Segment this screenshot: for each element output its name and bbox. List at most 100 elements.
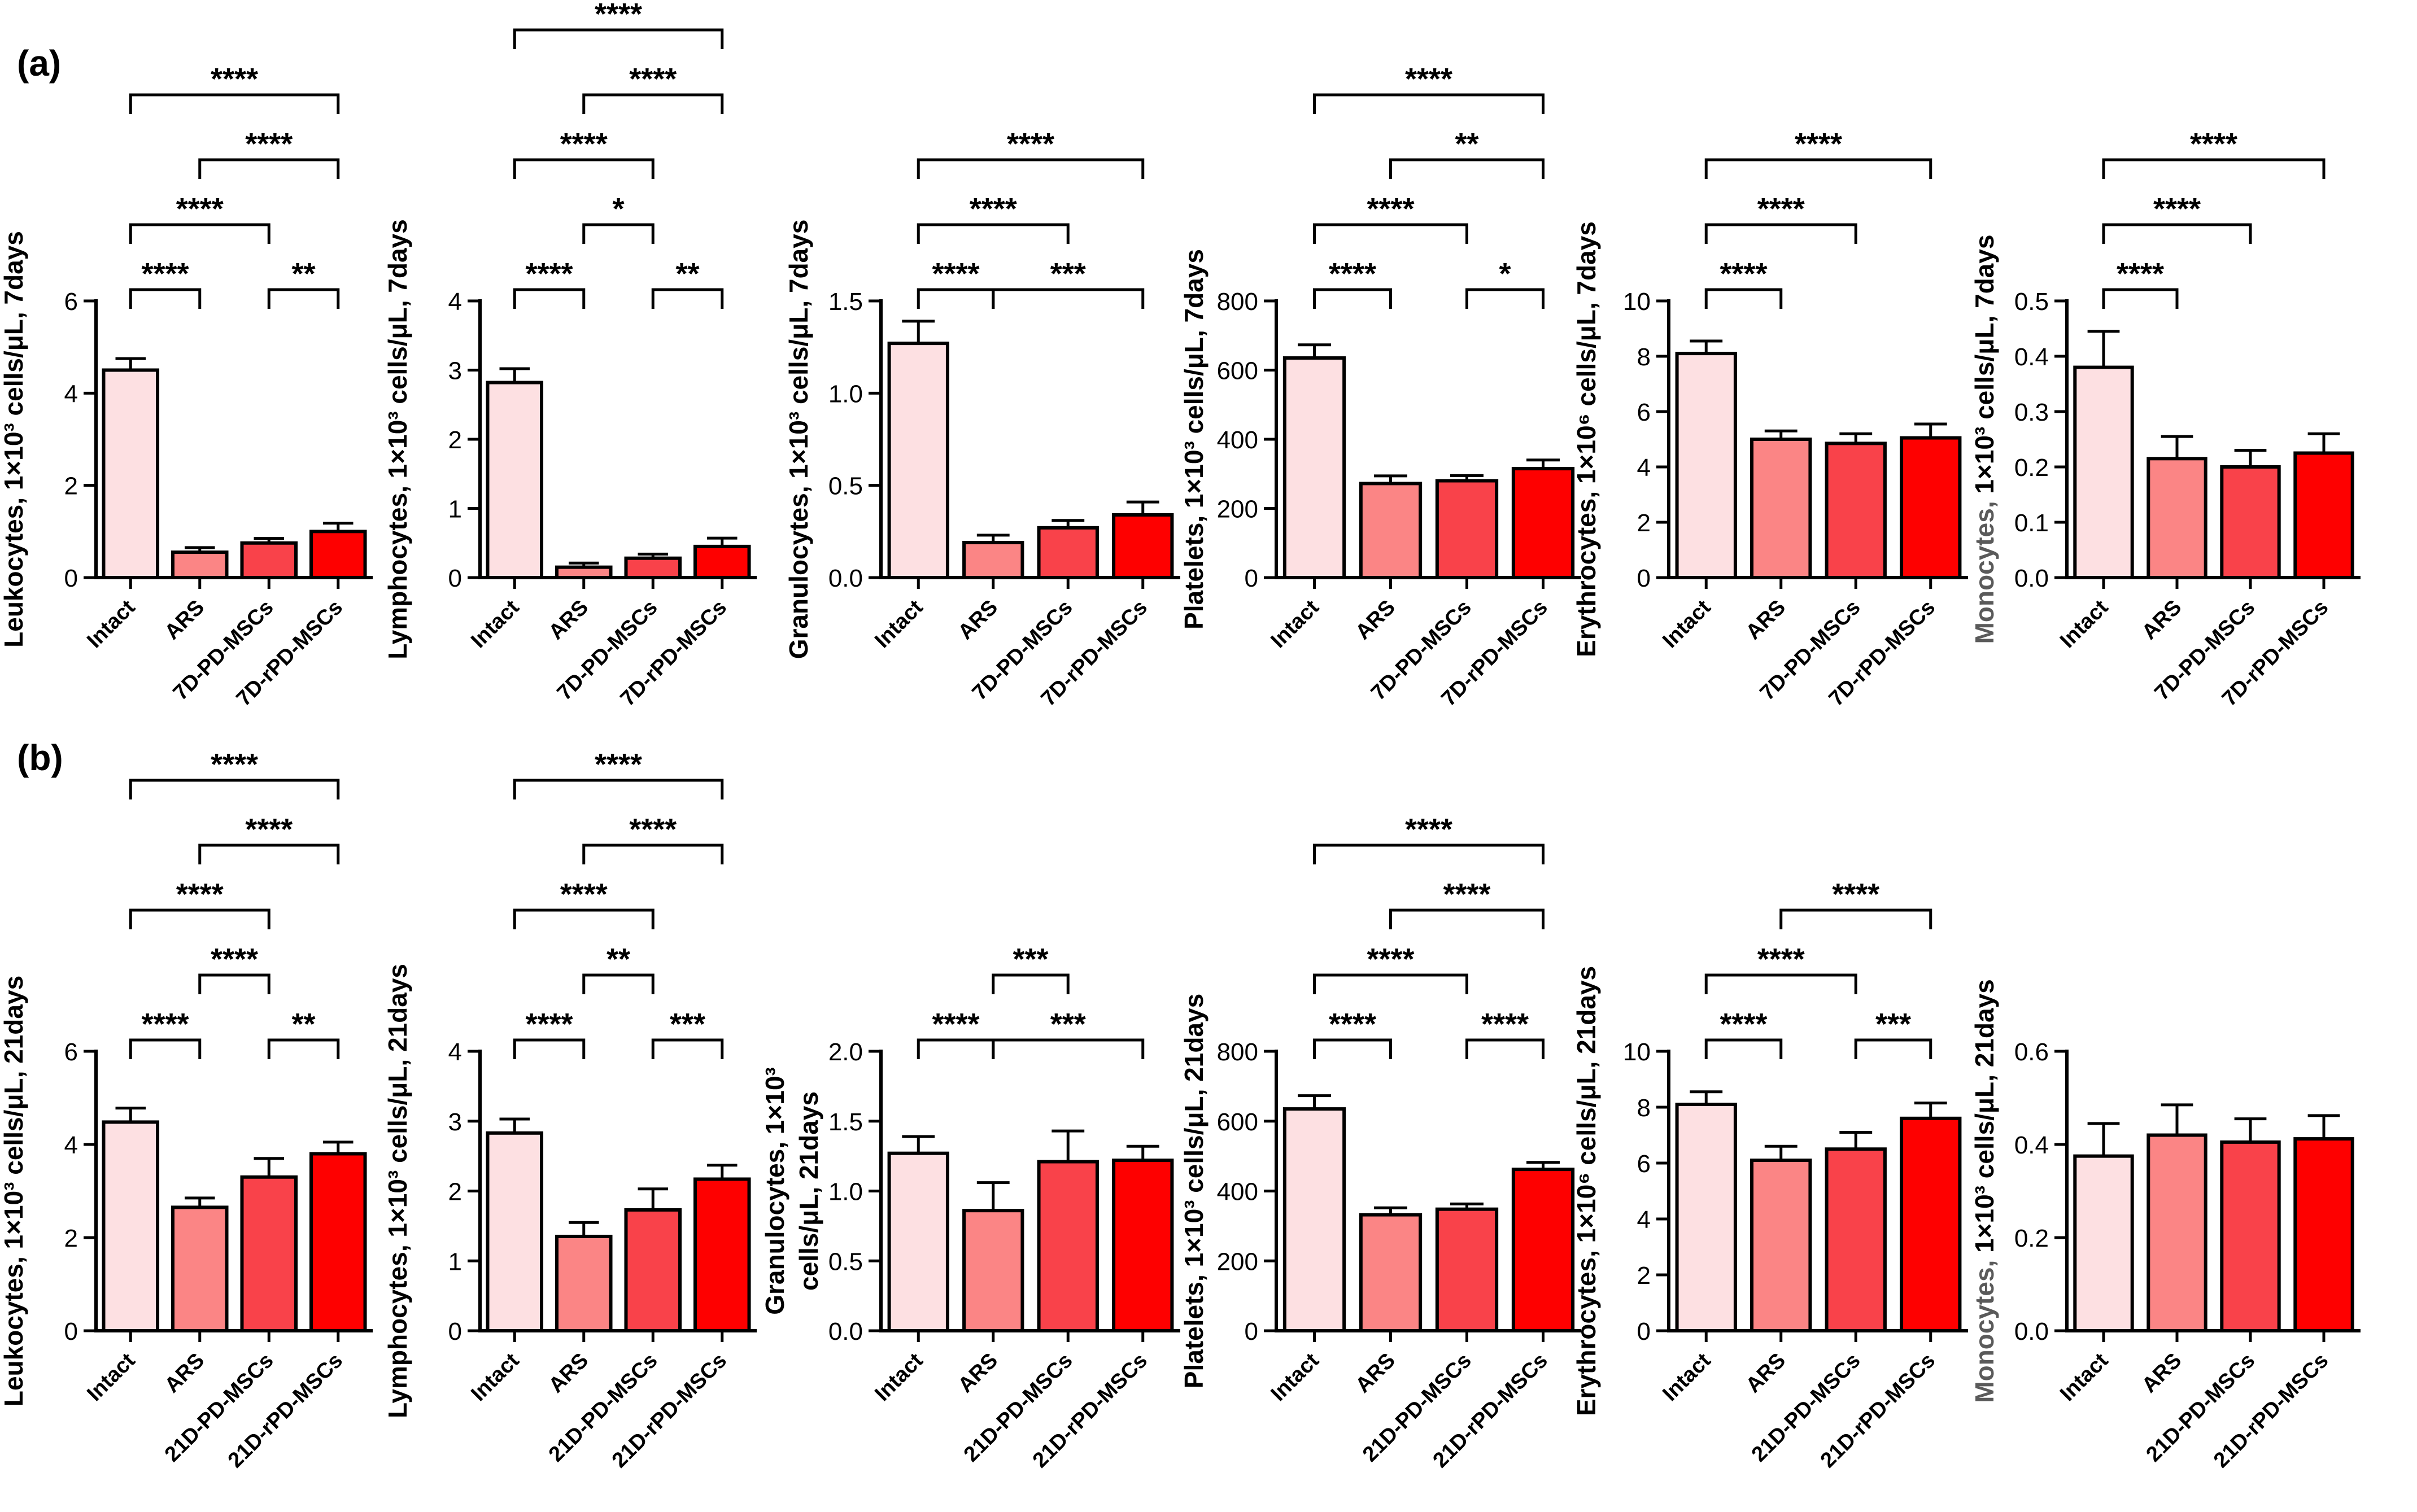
bar-a6-3: [2293, 451, 2354, 579]
sig-label-a2-5: ****: [595, 0, 642, 31]
y-tick-label-b4-3: 600: [1217, 1108, 1258, 1136]
panel-b-label: (b): [17, 737, 63, 778]
sig-label-a1-0: ****: [141, 257, 189, 291]
sig-bracket-a3-3: [917, 158, 1145, 179]
sig-bracket-b5-0: [1704, 1038, 1783, 1059]
sig-label-a1-2: ****: [176, 192, 224, 226]
sig-label-b3-0: ****: [932, 1007, 979, 1041]
bar-b5-0: [1675, 1103, 1737, 1333]
bar-b6-3: [2293, 1137, 2354, 1332]
y-tick-label-b6-0: 0.0: [2014, 1318, 2049, 1345]
y-tick-label-b5-2: 4: [1637, 1206, 1651, 1234]
bar-a1-2: [240, 541, 298, 579]
sig-label-a3-0: ****: [932, 257, 979, 291]
y-tick-label-b4-2: 400: [1217, 1178, 1258, 1206]
bar-b1-0: [102, 1120, 160, 1333]
y-tick-label-a1-2: 4: [64, 380, 78, 408]
y-tick-label-b2-3: 3: [448, 1108, 462, 1136]
x-tick-label-b5-1: ARS: [1742, 1349, 1790, 1397]
y-tick-label-a2-2: 2: [448, 426, 462, 454]
sig-label-b5-0: ****: [1720, 1007, 1767, 1041]
sig-bracket-a6-0: [2102, 288, 2179, 309]
sig-label-a6-1: ****: [2153, 192, 2201, 226]
sig-label-b5-2: ****: [1757, 942, 1805, 976]
bar-a6-2: [2220, 465, 2281, 579]
y-tick-label-b5-0: 0: [1637, 1318, 1651, 1345]
x-tick-label-a1-0: Intact: [82, 595, 140, 653]
sig-label-a2-3: ****: [560, 127, 608, 161]
x-tick-label-b1-0: Intact: [82, 1348, 140, 1406]
y-tick-label-b3-4: 2.0: [828, 1038, 863, 1066]
sig-label-b2-3: ****: [560, 877, 608, 911]
bar-a4-1: [1359, 482, 1423, 580]
sig-label-b1-1: **: [291, 1007, 315, 1041]
bar-a1-0: [102, 368, 160, 579]
sig-label-b2-0: ****: [525, 1007, 573, 1041]
y-tick-label-a4-0: 0: [1245, 565, 1258, 592]
sig-label-b5-3: ****: [1832, 877, 1879, 911]
bar-a2-0: [486, 381, 544, 579]
bar-a1-1: [171, 550, 229, 579]
x-tick-label-a6-1: ARS: [2137, 596, 2186, 644]
y-tick-label-a6-3: 0.3: [2014, 399, 2049, 426]
sig-label-b1-2: ****: [211, 942, 258, 976]
x-tick-label-a5-0: Intact: [1658, 595, 1716, 653]
y-tick-label-b5-1: 2: [1637, 1262, 1651, 1290]
y-tick-label-a6-5: 0.5: [2014, 288, 2049, 316]
bar-a3-2: [1037, 526, 1099, 579]
y-axis-title-suffix-a6: 1×10³ cells/μL, 7days: [1970, 235, 1999, 501]
bar-a5-2: [1825, 442, 1887, 579]
sig-label-b2-2: **: [607, 942, 630, 976]
sig-label-a4-2: ****: [1367, 192, 1414, 226]
bar-b4-0: [1282, 1107, 1346, 1332]
sig-label-a5-2: ****: [1795, 127, 1842, 161]
bar-b4-1: [1359, 1213, 1423, 1332]
panel-a-label: (a): [17, 43, 62, 84]
sig-bracket-a4-4: [1313, 93, 1545, 114]
sig-bracket-b4-1: [1465, 1038, 1545, 1059]
y-tick-label-a5-4: 8: [1637, 343, 1651, 371]
y-tick-label-a5-1: 2: [1637, 509, 1651, 537]
y-tick-label-a5-5: 10: [1623, 288, 1651, 316]
bar-b6-2: [2220, 1140, 2281, 1332]
y-tick-label-b1-2: 4: [64, 1131, 78, 1159]
bar-a5-1: [1750, 438, 1812, 579]
bar-b1-2: [240, 1175, 298, 1332]
y-tick-label-b6-3: 0.6: [2014, 1038, 2049, 1066]
bar-a4-0: [1282, 356, 1346, 579]
bar-b5-1: [1750, 1159, 1812, 1333]
sig-bracket-a6-1: [2102, 223, 2252, 244]
sig-bracket-a1-4: [129, 93, 340, 114]
sig-label-a3-2: ****: [970, 192, 1017, 226]
y-axis-title-prefix-a6: Monocytes,: [1970, 501, 1999, 644]
bar-a4-3: [1511, 467, 1575, 579]
y-tick-label-b2-2: 2: [448, 1178, 462, 1206]
x-tick-label-b3-1: ARS: [954, 1349, 1002, 1397]
sig-label-a2-0: ****: [525, 257, 573, 291]
sig-bracket-a1-0: [129, 288, 202, 309]
sig-label-a4-4: ****: [1405, 62, 1452, 96]
sig-label-b5-1: ***: [1875, 1007, 1911, 1041]
sig-bracket-a2-1: [651, 288, 724, 309]
y-tick-label-a1-1: 2: [64, 473, 78, 500]
y-axis-title-a6: Monocytes, 1×10³ cells/μL, 7days: [1970, 235, 1999, 644]
bar-b2-3: [693, 1177, 751, 1332]
sig-bracket-a5-2: [1704, 158, 1932, 179]
y-tick-label-b5-3: 6: [1637, 1150, 1651, 1178]
y-tick-label-b6-2: 0.4: [2014, 1131, 2049, 1159]
sig-label-b3-2: ***: [1013, 942, 1048, 976]
x-tick-label-b6-1: ARS: [2137, 1349, 2186, 1397]
y-tick-label-a2-4: 4: [448, 288, 462, 316]
sig-label-a4-0: ****: [1329, 257, 1376, 291]
bar-b2-0: [486, 1131, 544, 1332]
sig-label-b2-1: ***: [670, 1007, 705, 1041]
sig-bracket-b4-4: [1313, 844, 1545, 864]
y-tick-label-a3-3: 1.5: [828, 288, 863, 316]
sig-bracket-b5-3: [1779, 908, 1932, 929]
